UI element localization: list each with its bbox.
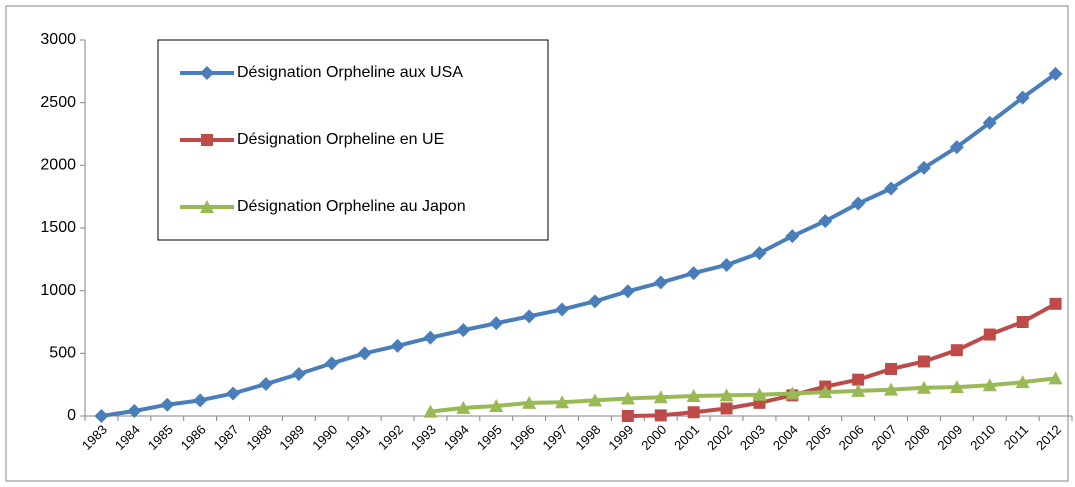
y-tick-label: 1500 — [40, 219, 76, 236]
data-point — [94, 409, 109, 423]
data-point — [258, 377, 273, 392]
data-point — [127, 403, 142, 418]
data-point — [456, 323, 471, 338]
series-line — [430, 376, 1056, 414]
data-point — [423, 404, 438, 418]
data-point — [720, 402, 733, 415]
data-point — [949, 380, 964, 394]
legend-label: Désignation Orpheline aux USA — [237, 64, 463, 81]
data-point — [917, 355, 930, 368]
data-point — [653, 275, 668, 290]
data-point — [193, 393, 208, 408]
data-point — [357, 346, 372, 361]
data-point — [752, 246, 767, 261]
data-point — [555, 302, 570, 317]
data-point — [785, 386, 800, 400]
data-point — [1049, 297, 1062, 310]
data-point — [983, 328, 996, 341]
y-tick-label: 2500 — [40, 94, 76, 111]
data-point — [423, 330, 438, 345]
data-point — [1048, 371, 1063, 385]
data-point — [851, 383, 866, 397]
legend-label: Désignation Orpheline en UE — [237, 131, 444, 148]
y-tick-label: 1000 — [40, 282, 76, 299]
data-point — [1015, 375, 1030, 389]
data-point — [686, 388, 701, 402]
legend-label: Désignation Orpheline au Japon — [237, 198, 466, 215]
data-point — [291, 367, 306, 382]
y-tick-label: 0 — [67, 407, 76, 424]
data-point — [621, 410, 634, 422]
data-point — [522, 395, 537, 409]
legend-marker — [201, 134, 213, 146]
data-point — [587, 294, 602, 309]
data-point — [949, 140, 964, 155]
y-tick-label: 3000 — [40, 31, 76, 48]
data-point — [818, 214, 833, 229]
data-point — [620, 284, 635, 299]
data-point — [785, 229, 800, 244]
data-point — [719, 257, 734, 272]
data-point — [1016, 316, 1029, 328]
data-point — [587, 393, 602, 407]
data-point — [160, 397, 175, 412]
data-point — [982, 378, 997, 392]
y-tick-label: 2000 — [40, 157, 76, 174]
data-point — [884, 382, 899, 396]
series-line — [101, 72, 1057, 418]
data-point — [852, 373, 865, 386]
data-point — [982, 115, 997, 130]
data-point — [522, 309, 537, 324]
data-point — [687, 406, 700, 419]
data-point — [390, 338, 405, 353]
data-point — [226, 386, 241, 401]
data-point — [1015, 90, 1030, 105]
data-point — [916, 380, 931, 394]
data-point — [456, 400, 471, 414]
legend-marker — [200, 200, 214, 213]
y-tick-label: 500 — [49, 345, 76, 362]
legend-marker — [200, 66, 214, 80]
data-point — [686, 266, 701, 281]
data-point — [818, 385, 833, 399]
data-point — [489, 398, 504, 412]
data-point — [719, 388, 734, 402]
data-point — [654, 409, 667, 422]
data-point — [752, 387, 767, 401]
data-point — [884, 181, 899, 196]
data-point — [885, 363, 898, 375]
data-point — [851, 196, 866, 211]
data-point — [324, 356, 339, 371]
data-point — [916, 160, 931, 175]
data-point — [489, 316, 504, 331]
data-point — [555, 395, 570, 409]
data-point — [620, 391, 635, 405]
data-point — [653, 390, 668, 404]
data-point — [1048, 66, 1063, 81]
data-point — [950, 344, 963, 357]
